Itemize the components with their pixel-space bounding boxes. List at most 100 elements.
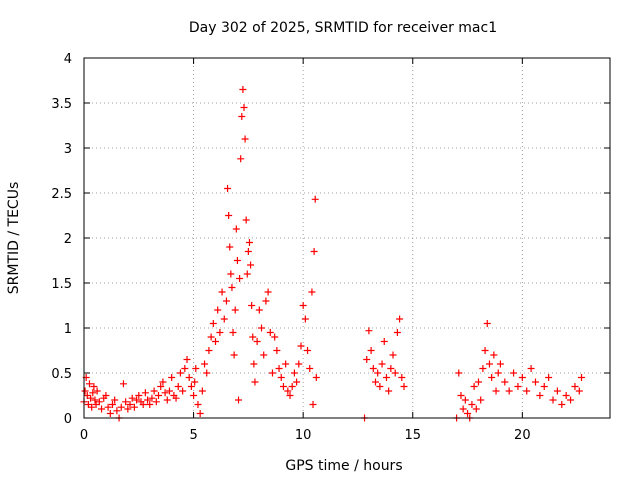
data-point [163, 396, 171, 404]
data-point [396, 315, 404, 323]
data-point [523, 387, 531, 395]
chart-title: Day 302 of 2025, SRMTID for receiver mac… [189, 20, 497, 36]
data-point [273, 347, 281, 354]
data-point [459, 405, 467, 413]
data-point [380, 338, 388, 345]
data-point [191, 378, 199, 386]
data-point [220, 315, 228, 323]
x-tick-label: 20 [514, 428, 531, 443]
data-point [224, 185, 232, 192]
data-point [128, 394, 136, 402]
data-point [245, 239, 253, 246]
data-point [209, 320, 217, 327]
axis-ticks: 0 5 10 15 20 0 0.5 1 1.5 2 2.5 3 3.5 4 [51, 52, 610, 443]
data-point [567, 396, 575, 404]
data-point [228, 284, 236, 291]
y-tick-label: 2.5 [51, 187, 72, 202]
data-point [262, 297, 270, 305]
data-point [237, 155, 245, 163]
data-point [308, 288, 316, 296]
data-point [240, 104, 248, 111]
data-point [216, 329, 224, 336]
data-point [207, 333, 215, 341]
data-points [80, 86, 586, 422]
data-point [218, 288, 226, 296]
data-point [472, 405, 480, 413]
data-point [540, 383, 548, 390]
data-point [124, 405, 132, 413]
data-point [238, 113, 246, 120]
data-point [201, 360, 209, 368]
data-point [89, 389, 97, 397]
data-point [126, 401, 134, 408]
data-point [102, 392, 110, 399]
data-point [378, 360, 386, 368]
data-point [496, 360, 504, 368]
data-point [231, 306, 239, 314]
data-point [553, 387, 561, 395]
plot-frame [83, 57, 611, 419]
data-point [385, 387, 393, 395]
data-point [282, 360, 290, 368]
y-tick-label: 4 [64, 52, 72, 67]
data-point [490, 351, 498, 359]
data-point [165, 387, 173, 395]
data-point [241, 135, 249, 143]
data-point [365, 327, 373, 335]
y-tick-label: 1.5 [51, 277, 72, 292]
data-point [293, 378, 301, 386]
data-point [117, 403, 125, 411]
data-point [371, 378, 379, 386]
x-tick-label: 0 [80, 428, 88, 443]
data-point [150, 387, 158, 395]
data-point [578, 374, 586, 381]
data-point [268, 369, 276, 377]
data-point [174, 383, 182, 390]
data-point [271, 333, 279, 341]
data-point [232, 225, 240, 233]
data-point [389, 351, 397, 359]
data-point [475, 378, 482, 386]
data-point [194, 401, 202, 408]
y-tick-label: 3 [64, 142, 72, 157]
data-point [258, 324, 266, 332]
data-point [306, 365, 314, 372]
data-point [104, 403, 112, 411]
data-point [250, 360, 258, 368]
data-point [196, 410, 204, 417]
data-point [152, 398, 160, 406]
data-point [146, 401, 154, 408]
data-point [527, 365, 535, 372]
data-point [148, 394, 156, 402]
data-point [505, 387, 513, 395]
data-point [192, 365, 200, 372]
data-point [130, 403, 138, 411]
data-point [242, 216, 250, 224]
data-point [468, 401, 476, 408]
data-point [382, 374, 390, 381]
data-point [187, 383, 195, 390]
data-point [488, 374, 496, 381]
data-point [464, 410, 472, 417]
data-point [393, 329, 401, 336]
data-point [233, 257, 241, 264]
data-point [243, 270, 251, 278]
data-point [575, 387, 583, 395]
data-point [88, 403, 96, 411]
data-point [558, 401, 566, 408]
data-point [181, 365, 189, 372]
data-point [226, 243, 234, 251]
data-point [310, 248, 318, 255]
data-point [108, 401, 116, 408]
data-point [260, 351, 268, 359]
y-tick-label: 3.5 [51, 97, 72, 112]
data-point [494, 369, 502, 377]
data-point [185, 374, 193, 381]
data-point [264, 288, 272, 296]
data-point [85, 380, 93, 388]
data-point [236, 275, 244, 282]
data-point [168, 374, 176, 381]
data-point [139, 401, 147, 408]
data-point [457, 392, 465, 399]
data-point [230, 351, 238, 359]
